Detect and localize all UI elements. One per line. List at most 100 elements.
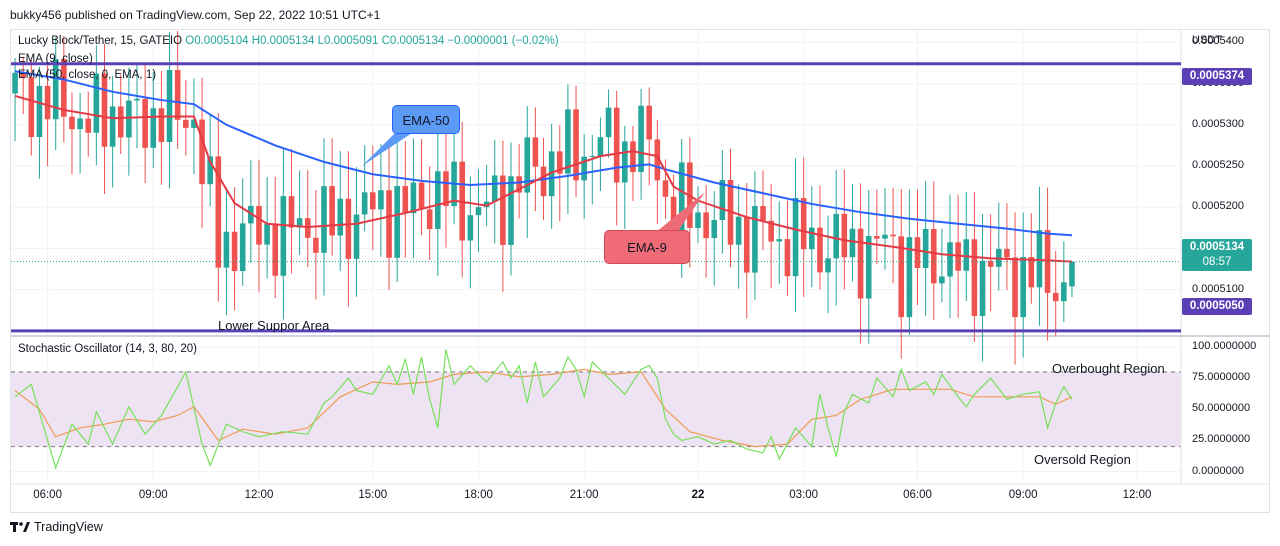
candle-bear [516,176,522,193]
tradingview-logo-icon [10,522,30,532]
ema9-line [14,94,1073,263]
candle-bull [597,137,604,156]
candle-bull [353,214,360,259]
time-tick-label: 12:00 [1122,489,1152,501]
candle-bull [524,137,531,193]
candle-bull [134,98,140,101]
ema9-callout[interactable]: EMA-9 [604,230,690,264]
candle-bear [630,141,636,173]
legend-ema9[interactable]: EMA (9, close) [18,53,93,65]
candle-bull [378,190,384,210]
upper-level-price-label: 0.0005374 [1182,68,1252,85]
osc-tick-label: 0.0000000 [1192,464,1244,477]
time-tick-label: 15:00 [358,489,388,501]
candle-bull [491,175,498,202]
candle-bull [1069,261,1075,287]
candle-bear [345,198,352,259]
candle-bull [678,162,685,231]
osc-tick-label: 75.0000000 [1192,371,1251,384]
candle-bull [321,186,327,253]
candle-bull [589,155,596,157]
candle-bull [849,228,856,258]
candle-bull [239,223,246,272]
candle-bull [605,107,612,138]
candle-bear [117,106,124,138]
candle-bear [760,206,766,221]
candle-bear [654,139,661,181]
candle-bull [833,213,839,259]
candle-bull [223,231,230,268]
candle-bear [703,212,709,239]
candle-bull [337,198,344,236]
candle-bear [670,196,677,231]
candle-bull [248,205,254,224]
candle-bear [987,260,994,267]
candle-bull [394,186,400,258]
candle-bear [768,220,774,242]
candle-bull [581,156,587,181]
ema50-line [14,70,1073,237]
symbol-label: Lucky Block/Tether, 15, GATEIO [18,35,183,47]
stoch-d-line [14,368,1073,448]
legend-stoch[interactable]: Stochastic Oscillator (14, 3, 80, 20) [18,343,197,355]
candle-bear [874,236,880,239]
candle-bear [1044,230,1051,293]
candle-bear [418,182,425,210]
candle-bull [109,106,116,147]
candle-bull [166,70,173,143]
lower-level-price-label: 0.0005050 [1182,298,1252,315]
candle-bull [36,85,43,137]
bar-countdown: 08:57 [1202,256,1232,268]
stoch-band [11,371,1181,447]
candle-bull [207,156,213,185]
candle-bull [882,234,888,239]
candle-bull [809,227,815,250]
candle-bull [264,223,270,245]
candle-bull [776,239,783,242]
candle-bull [735,216,742,245]
time-tick-label: 12:00 [244,489,274,501]
ema50-callout[interactable]: EMA-50 [392,105,460,134]
candle-bull [638,105,644,173]
candle-bear [930,229,937,284]
candle-bear [402,186,409,214]
candle-bull [1036,230,1043,288]
price-tick-label: 0.0005100 [1192,282,1244,295]
candle-bull [752,206,758,273]
candle-bull [483,201,490,208]
time-tick-label: 22 [691,489,705,501]
price-tick-label: 0.0005250 [1192,159,1244,171]
brand-name: TradingView [34,520,103,534]
candle-bear [158,108,165,143]
candle-bull [963,239,970,271]
legend-ema50[interactable]: EMA (50, close, 0, EMA, 1) [18,69,157,81]
ema50-callout-pointer [362,133,412,166]
candle-bear [69,116,75,130]
candle-bull [1061,282,1067,302]
candle-bull [467,215,474,241]
candle-bull [93,73,100,133]
tradingview-brand[interactable]: TradingView [10,520,103,534]
osc-tick-label: 50.0000000 [1192,402,1251,415]
candle-bull [792,197,799,277]
candle-bull [508,176,514,245]
candle-bull [361,192,368,215]
oversold-annotation: Oversold Region [1034,452,1131,467]
candle-bear [613,107,620,183]
candle-bear [215,156,222,268]
candle-bull [947,242,953,277]
candle-bull [1020,257,1026,318]
candle-bear [174,70,181,120]
candle-bear [971,239,978,316]
currency-label: USDT [1192,34,1222,46]
candle-bear [199,119,205,185]
ohlc-values: O0.0005104 H0.0005134 L0.0005091 C0.0005… [185,35,559,47]
candle-bear [1012,257,1018,318]
candle-bull [719,179,726,221]
candle-bull [565,109,571,174]
ema9-callout-pointer [655,192,705,240]
candle-bear [142,98,148,148]
candle-bull [922,229,929,269]
candle-bull [280,196,287,276]
